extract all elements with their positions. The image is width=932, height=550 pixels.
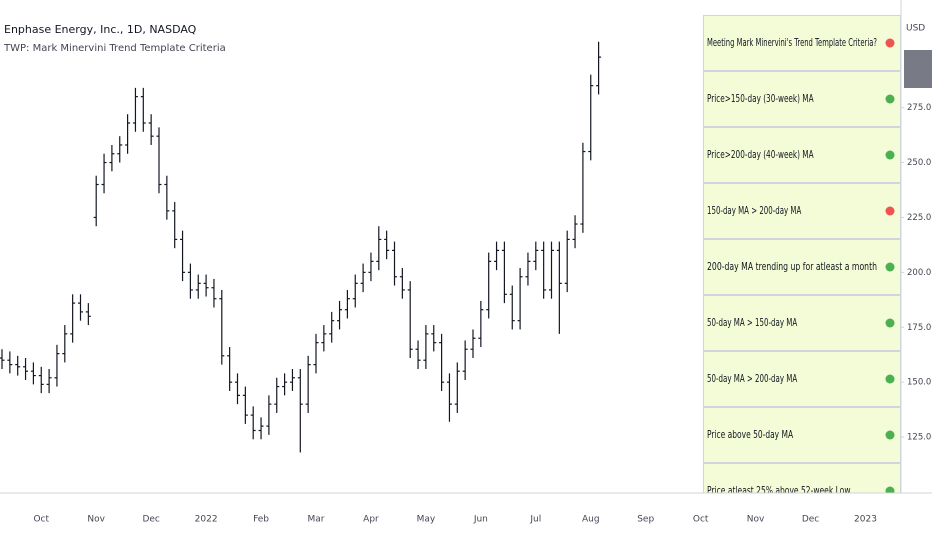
x-tick-label: Jun xyxy=(473,515,488,525)
status-dot xyxy=(885,38,895,48)
chart-subtitle: TWP: Mark Minervini Trend Template Crite… xyxy=(3,43,226,54)
table-row xyxy=(703,350,901,408)
criteria-label: Price>150-day (30-week) MA xyxy=(707,93,814,105)
y-tick-label: 250.00 xyxy=(907,158,932,168)
y-tick-label: 125.00 xyxy=(907,433,932,443)
x-tick-label: Dec xyxy=(142,515,159,525)
x-tick-label: Apr xyxy=(363,515,379,525)
status-dot xyxy=(885,94,895,104)
criteria-label: Price above 50-day MA xyxy=(707,429,794,441)
y-axis-unit: USD xyxy=(906,24,925,34)
chart-title: Enphase Energy, Inc., 1D, NASDAQ xyxy=(4,23,197,36)
criteria-label: 50-day MA > 150-day MA xyxy=(707,317,798,329)
criteria-label: Price atleast 25% above 52-week Low xyxy=(707,485,851,497)
y-tick-label: 150.00 xyxy=(907,378,932,388)
table-row xyxy=(703,182,901,240)
criteria-label: Price>200-day (40-week) MA xyxy=(707,149,814,161)
x-tick-label: Sep xyxy=(637,515,654,525)
price-bars xyxy=(0,41,602,453)
x-tick-label: Nov xyxy=(747,515,765,525)
status-dot xyxy=(885,206,895,216)
y-tick-label: 175.00 xyxy=(907,323,932,333)
table-row xyxy=(703,15,901,72)
status-dot xyxy=(885,486,895,493)
y-tick-label: 225.00 xyxy=(907,213,932,223)
x-tick-label: Nov xyxy=(87,515,105,525)
criteria-label: Meeting Mark Minervini's Trend Template … xyxy=(707,37,877,49)
table-row xyxy=(703,126,901,184)
x-tick-label: 2022 xyxy=(195,515,218,525)
x-tick-label: Dec xyxy=(802,515,819,525)
price-badge xyxy=(904,50,932,88)
status-dot xyxy=(885,430,895,440)
table-row xyxy=(703,294,901,352)
y-tick-label: 275.00 xyxy=(907,103,932,113)
criteria-label: 200-day MA trending up for atleast a mon… xyxy=(707,261,877,273)
x-tick-label: May xyxy=(417,515,436,525)
table-row xyxy=(703,238,901,296)
table-row xyxy=(703,462,901,493)
criteria-table: Meeting Mark Minervini's Trend Template … xyxy=(703,15,901,497)
x-tick-label: Aug xyxy=(582,515,600,525)
table-row xyxy=(703,406,901,464)
y-tick-label: 200.00 xyxy=(907,268,932,278)
x-tick-label: Oct xyxy=(33,515,49,525)
criteria-label: 50-day MA > 200-day MA xyxy=(707,373,798,385)
status-dot xyxy=(885,374,895,384)
x-tick-label: Feb xyxy=(253,515,269,525)
status-dot xyxy=(885,262,895,272)
status-dot xyxy=(885,318,895,328)
criteria-label: 150-day MA > 200-day MA xyxy=(707,205,802,217)
x-tick-label: Mar xyxy=(308,515,325,525)
status-dot xyxy=(885,150,895,160)
x-tick-label: Oct xyxy=(693,515,709,525)
x-tick-label: 2023 xyxy=(854,515,877,525)
x-tick-label: Jul xyxy=(529,515,541,525)
